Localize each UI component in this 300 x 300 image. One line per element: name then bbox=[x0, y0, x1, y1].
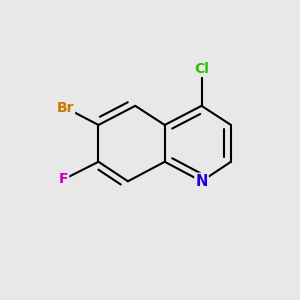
Text: F: F bbox=[59, 172, 68, 186]
Text: Br: Br bbox=[57, 101, 74, 115]
Text: Cl: Cl bbox=[194, 62, 209, 76]
Text: N: N bbox=[195, 174, 208, 189]
